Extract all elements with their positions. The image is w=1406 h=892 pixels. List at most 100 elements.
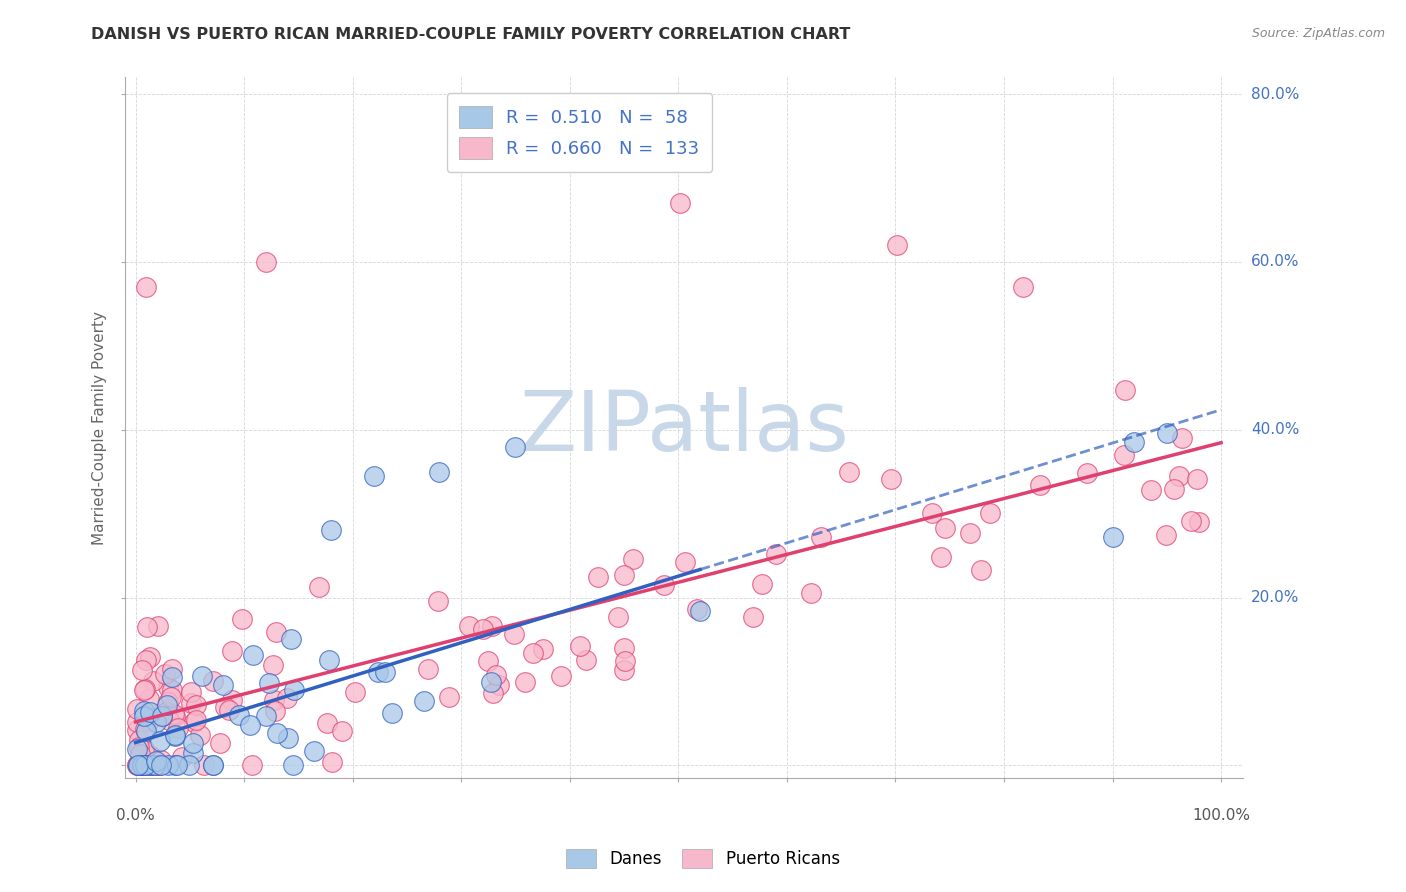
Point [262, 658, 284, 673]
Y-axis label: Married-Couple Family Poverty: Married-Couple Family Poverty [93, 310, 107, 545]
Point [134, 758, 156, 772]
Point [132, 758, 155, 772]
Point [1012, 280, 1035, 294]
Point [1168, 469, 1191, 483]
Point [136, 758, 159, 772]
Point [135, 724, 157, 739]
Text: 100.0%: 100.0% [1192, 808, 1250, 823]
Point [125, 741, 148, 756]
Point [239, 718, 262, 732]
Point [765, 547, 787, 561]
Point [621, 552, 644, 566]
Point [212, 678, 235, 692]
Point [157, 713, 180, 727]
Point [481, 619, 503, 633]
Point [363, 469, 385, 483]
Text: 80.0%: 80.0% [1251, 87, 1299, 102]
Point [136, 620, 159, 634]
Point [125, 757, 148, 772]
Point [437, 690, 460, 704]
Text: 40.0%: 40.0% [1251, 422, 1299, 437]
Point [143, 758, 166, 772]
Point [148, 758, 170, 772]
Point [202, 758, 225, 772]
Point [127, 758, 149, 772]
Point [1171, 431, 1194, 445]
Point [1139, 483, 1161, 497]
Text: 20.0%: 20.0% [1251, 591, 1299, 605]
Point [367, 665, 389, 680]
Point [180, 685, 202, 699]
Point [1123, 434, 1146, 449]
Point [751, 577, 773, 591]
Point [412, 694, 434, 708]
Point [149, 754, 172, 768]
Point [181, 747, 204, 761]
Point [427, 594, 450, 608]
Point [202, 674, 225, 689]
Point [125, 723, 148, 737]
Point [330, 723, 353, 738]
Point [131, 758, 153, 772]
Point [214, 699, 236, 714]
Point [264, 625, 287, 640]
Point [191, 669, 214, 683]
Point [134, 704, 156, 718]
Point [254, 255, 277, 269]
Text: 0.0%: 0.0% [117, 808, 155, 823]
Point [142, 673, 165, 688]
Point [127, 714, 149, 729]
Point [254, 709, 277, 723]
Point [134, 758, 156, 772]
Point [1029, 477, 1052, 491]
Text: 60.0%: 60.0% [1251, 254, 1299, 269]
Point [145, 714, 167, 729]
Point [162, 669, 184, 683]
Point [165, 758, 187, 772]
Point [157, 680, 180, 694]
Point [132, 741, 155, 756]
Point [304, 744, 326, 758]
Point [134, 681, 156, 696]
Point [172, 750, 194, 764]
Point [141, 758, 163, 772]
Point [1187, 471, 1209, 485]
Point [800, 586, 823, 600]
Point [150, 709, 173, 723]
Point [165, 709, 187, 723]
Point [184, 714, 207, 728]
Point [479, 674, 502, 689]
Point [148, 758, 170, 772]
Point [929, 550, 952, 565]
Point [280, 632, 302, 646]
Point [138, 714, 160, 728]
Point [153, 666, 176, 681]
Point [959, 526, 981, 541]
Point [128, 740, 150, 755]
Point [522, 646, 544, 660]
Point [505, 440, 527, 454]
Point [186, 698, 208, 712]
Legend: Danes, Puerto Ricans: Danes, Puerto Ricans [560, 843, 846, 875]
Point [231, 612, 253, 626]
Point [283, 683, 305, 698]
Point [128, 758, 150, 772]
Point [669, 196, 692, 211]
Point [125, 702, 148, 716]
Point [131, 664, 153, 678]
Point [150, 758, 173, 772]
Point [148, 758, 170, 772]
Point [921, 507, 943, 521]
Point [139, 649, 162, 664]
Point [157, 695, 180, 709]
Point [139, 758, 162, 772]
Point [741, 610, 763, 624]
Point [167, 722, 190, 736]
Point [886, 238, 908, 252]
Point [1163, 482, 1185, 496]
Point [429, 465, 451, 479]
Point [488, 678, 510, 692]
Point [550, 669, 572, 683]
Point [1188, 515, 1211, 529]
Point [308, 580, 330, 594]
